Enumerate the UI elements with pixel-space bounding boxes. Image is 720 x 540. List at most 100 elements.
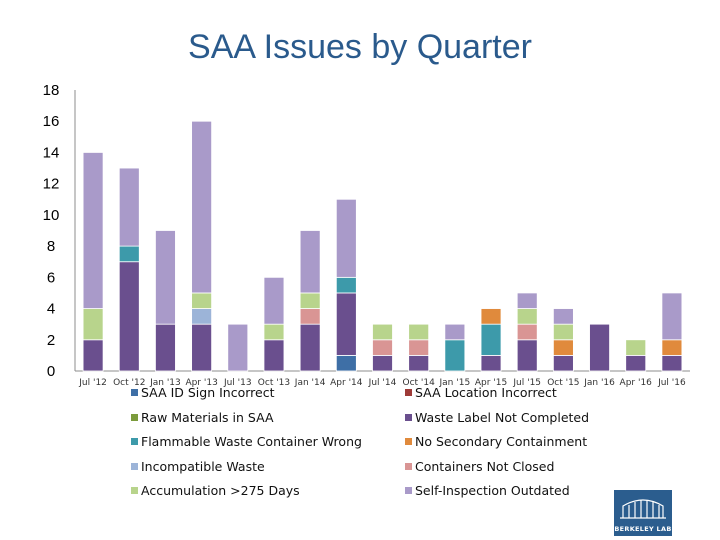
bar-segment bbox=[118, 167, 140, 247]
x-tick-label: Oct '13 bbox=[258, 378, 290, 388]
bar-segment bbox=[444, 323, 466, 341]
berkeley-lab-logo: BERKELEY LAB bbox=[614, 490, 672, 536]
bar-segment bbox=[299, 292, 321, 309]
x-tick-label: Jul '12 bbox=[78, 378, 107, 388]
y-tick-label: 10 bbox=[43, 207, 60, 224]
bar-segment bbox=[191, 120, 213, 294]
legend-swatch bbox=[405, 462, 412, 470]
y-tick-label: 18 bbox=[43, 82, 60, 99]
bar-segment bbox=[263, 323, 285, 341]
x-tick-label: Oct '12 bbox=[113, 378, 145, 388]
bar-segment bbox=[408, 339, 430, 356]
bar-segment bbox=[82, 152, 104, 309]
x-tick-label: Jul '13 bbox=[223, 378, 252, 388]
bar-segment bbox=[372, 354, 393, 372]
bar-segment bbox=[516, 308, 538, 325]
bar-segment bbox=[480, 354, 502, 372]
bar-segment bbox=[118, 261, 140, 372]
bar-segment bbox=[552, 354, 574, 372]
x-tick-label: Jan '13 bbox=[149, 378, 181, 388]
legend-swatch bbox=[405, 389, 412, 396]
x-tick-label: Apr '13 bbox=[185, 378, 217, 388]
legend-label: Accumulation >275 Days bbox=[141, 483, 300, 498]
legend-item: SAA ID Sign Incorrect bbox=[131, 385, 275, 400]
legend-item: No Secondary Containment bbox=[405, 434, 587, 449]
y-tick-label: 12 bbox=[43, 176, 60, 193]
y-tick-label: 8 bbox=[47, 238, 55, 255]
legend-label: Incompatible Waste bbox=[141, 458, 265, 474]
bar-segment bbox=[299, 230, 321, 294]
x-tick-label: Jul '16 bbox=[657, 378, 686, 388]
bar-segment bbox=[82, 308, 104, 341]
legend-swatch bbox=[131, 389, 138, 396]
legend-swatch bbox=[131, 487, 138, 494]
bar-segment bbox=[263, 276, 285, 325]
y-tick-label: 6 bbox=[47, 269, 55, 286]
bar-segment bbox=[625, 339, 647, 356]
bar-segment bbox=[408, 323, 430, 341]
x-tick-label: Apr '16 bbox=[620, 378, 653, 388]
bar-segment bbox=[661, 339, 683, 356]
legend-swatch bbox=[405, 413, 412, 421]
x-tick-label: Apr '15 bbox=[475, 378, 507, 388]
bar-segment bbox=[299, 323, 321, 372]
legend-item: Self-Inspection Outdated bbox=[405, 483, 570, 498]
y-tick-label: 0 bbox=[47, 363, 55, 380]
bar-segment bbox=[516, 339, 538, 372]
x-tick-label: Jan '14 bbox=[294, 378, 326, 388]
bar-segment bbox=[661, 354, 683, 372]
x-tick-label: Jul '14 bbox=[368, 378, 397, 388]
x-tick-label: Oct '15 bbox=[547, 378, 579, 388]
bar-segment bbox=[335, 276, 357, 294]
chart-bars bbox=[82, 120, 683, 372]
bar-segment bbox=[118, 245, 140, 263]
bar-segment bbox=[516, 323, 538, 341]
bar-segment bbox=[191, 323, 213, 372]
x-tick-label: Apr '14 bbox=[330, 378, 363, 388]
bar-segment bbox=[552, 308, 574, 325]
bar-segment bbox=[625, 354, 647, 372]
chart-title: SAA Issues by Quarter bbox=[188, 28, 532, 66]
legend-label: SAA Location Incorrect bbox=[415, 385, 557, 400]
x-tick-label: Jan '16 bbox=[583, 378, 615, 388]
x-axis-ticks: Jul '12 Oct '12 Jan '13 Apr '13 Jul '13 Oct '… bbox=[78, 378, 686, 388]
bar-segment bbox=[661, 292, 683, 341]
y-axis-ticks: 0 2 4 6 8 10 12 14 16 18 bbox=[43, 82, 60, 380]
legend-item: Accumulation >275 Days bbox=[131, 483, 300, 498]
legend-label: Containers Not Closed bbox=[415, 458, 555, 474]
bar-segment bbox=[335, 292, 357, 356]
legend-swatch bbox=[131, 438, 138, 445]
bar-segment bbox=[444, 339, 466, 372]
legend-item: Containers Not Closed bbox=[405, 459, 554, 474]
bar-segment bbox=[155, 323, 176, 372]
bar-segment bbox=[82, 339, 104, 372]
bar-segment bbox=[191, 308, 213, 325]
bar-segment bbox=[480, 308, 502, 325]
bar-segment bbox=[480, 323, 502, 356]
bar-segment bbox=[552, 339, 574, 356]
legend-item: Incompatible Waste bbox=[131, 459, 265, 474]
legend-label: SAA ID Sign Incorrect bbox=[141, 385, 275, 400]
bar-segment bbox=[299, 308, 321, 325]
y-tick-label: 16 bbox=[43, 113, 60, 130]
bar-segment bbox=[227, 323, 249, 372]
bar-segment bbox=[335, 198, 357, 278]
bar-segment bbox=[263, 339, 285, 372]
bar-segment bbox=[372, 323, 393, 341]
bar-segment bbox=[552, 323, 574, 341]
x-tick-label: Jul '15 bbox=[512, 378, 541, 388]
legend-item: Waste Label Not Completed bbox=[405, 410, 589, 425]
legend-swatch bbox=[131, 462, 138, 470]
bar-segment bbox=[589, 323, 610, 372]
legend-item: Raw Materials in SAA bbox=[131, 410, 274, 425]
legend-swatch bbox=[131, 413, 138, 421]
building-icon bbox=[620, 499, 666, 519]
bar-segment bbox=[191, 292, 213, 309]
legend-label: Waste Label Not Completed bbox=[415, 409, 590, 425]
bar-segment bbox=[516, 292, 538, 309]
bar-segment bbox=[155, 230, 176, 325]
legend-label: No Secondary Containment bbox=[415, 434, 588, 449]
legend-label: Self-Inspection Outdated bbox=[415, 483, 570, 498]
y-tick-label: 14 bbox=[43, 144, 60, 161]
